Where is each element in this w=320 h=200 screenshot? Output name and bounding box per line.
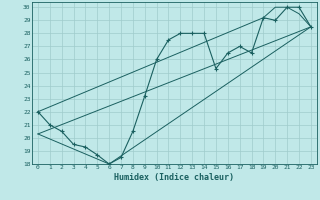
X-axis label: Humidex (Indice chaleur): Humidex (Indice chaleur) <box>115 173 234 182</box>
